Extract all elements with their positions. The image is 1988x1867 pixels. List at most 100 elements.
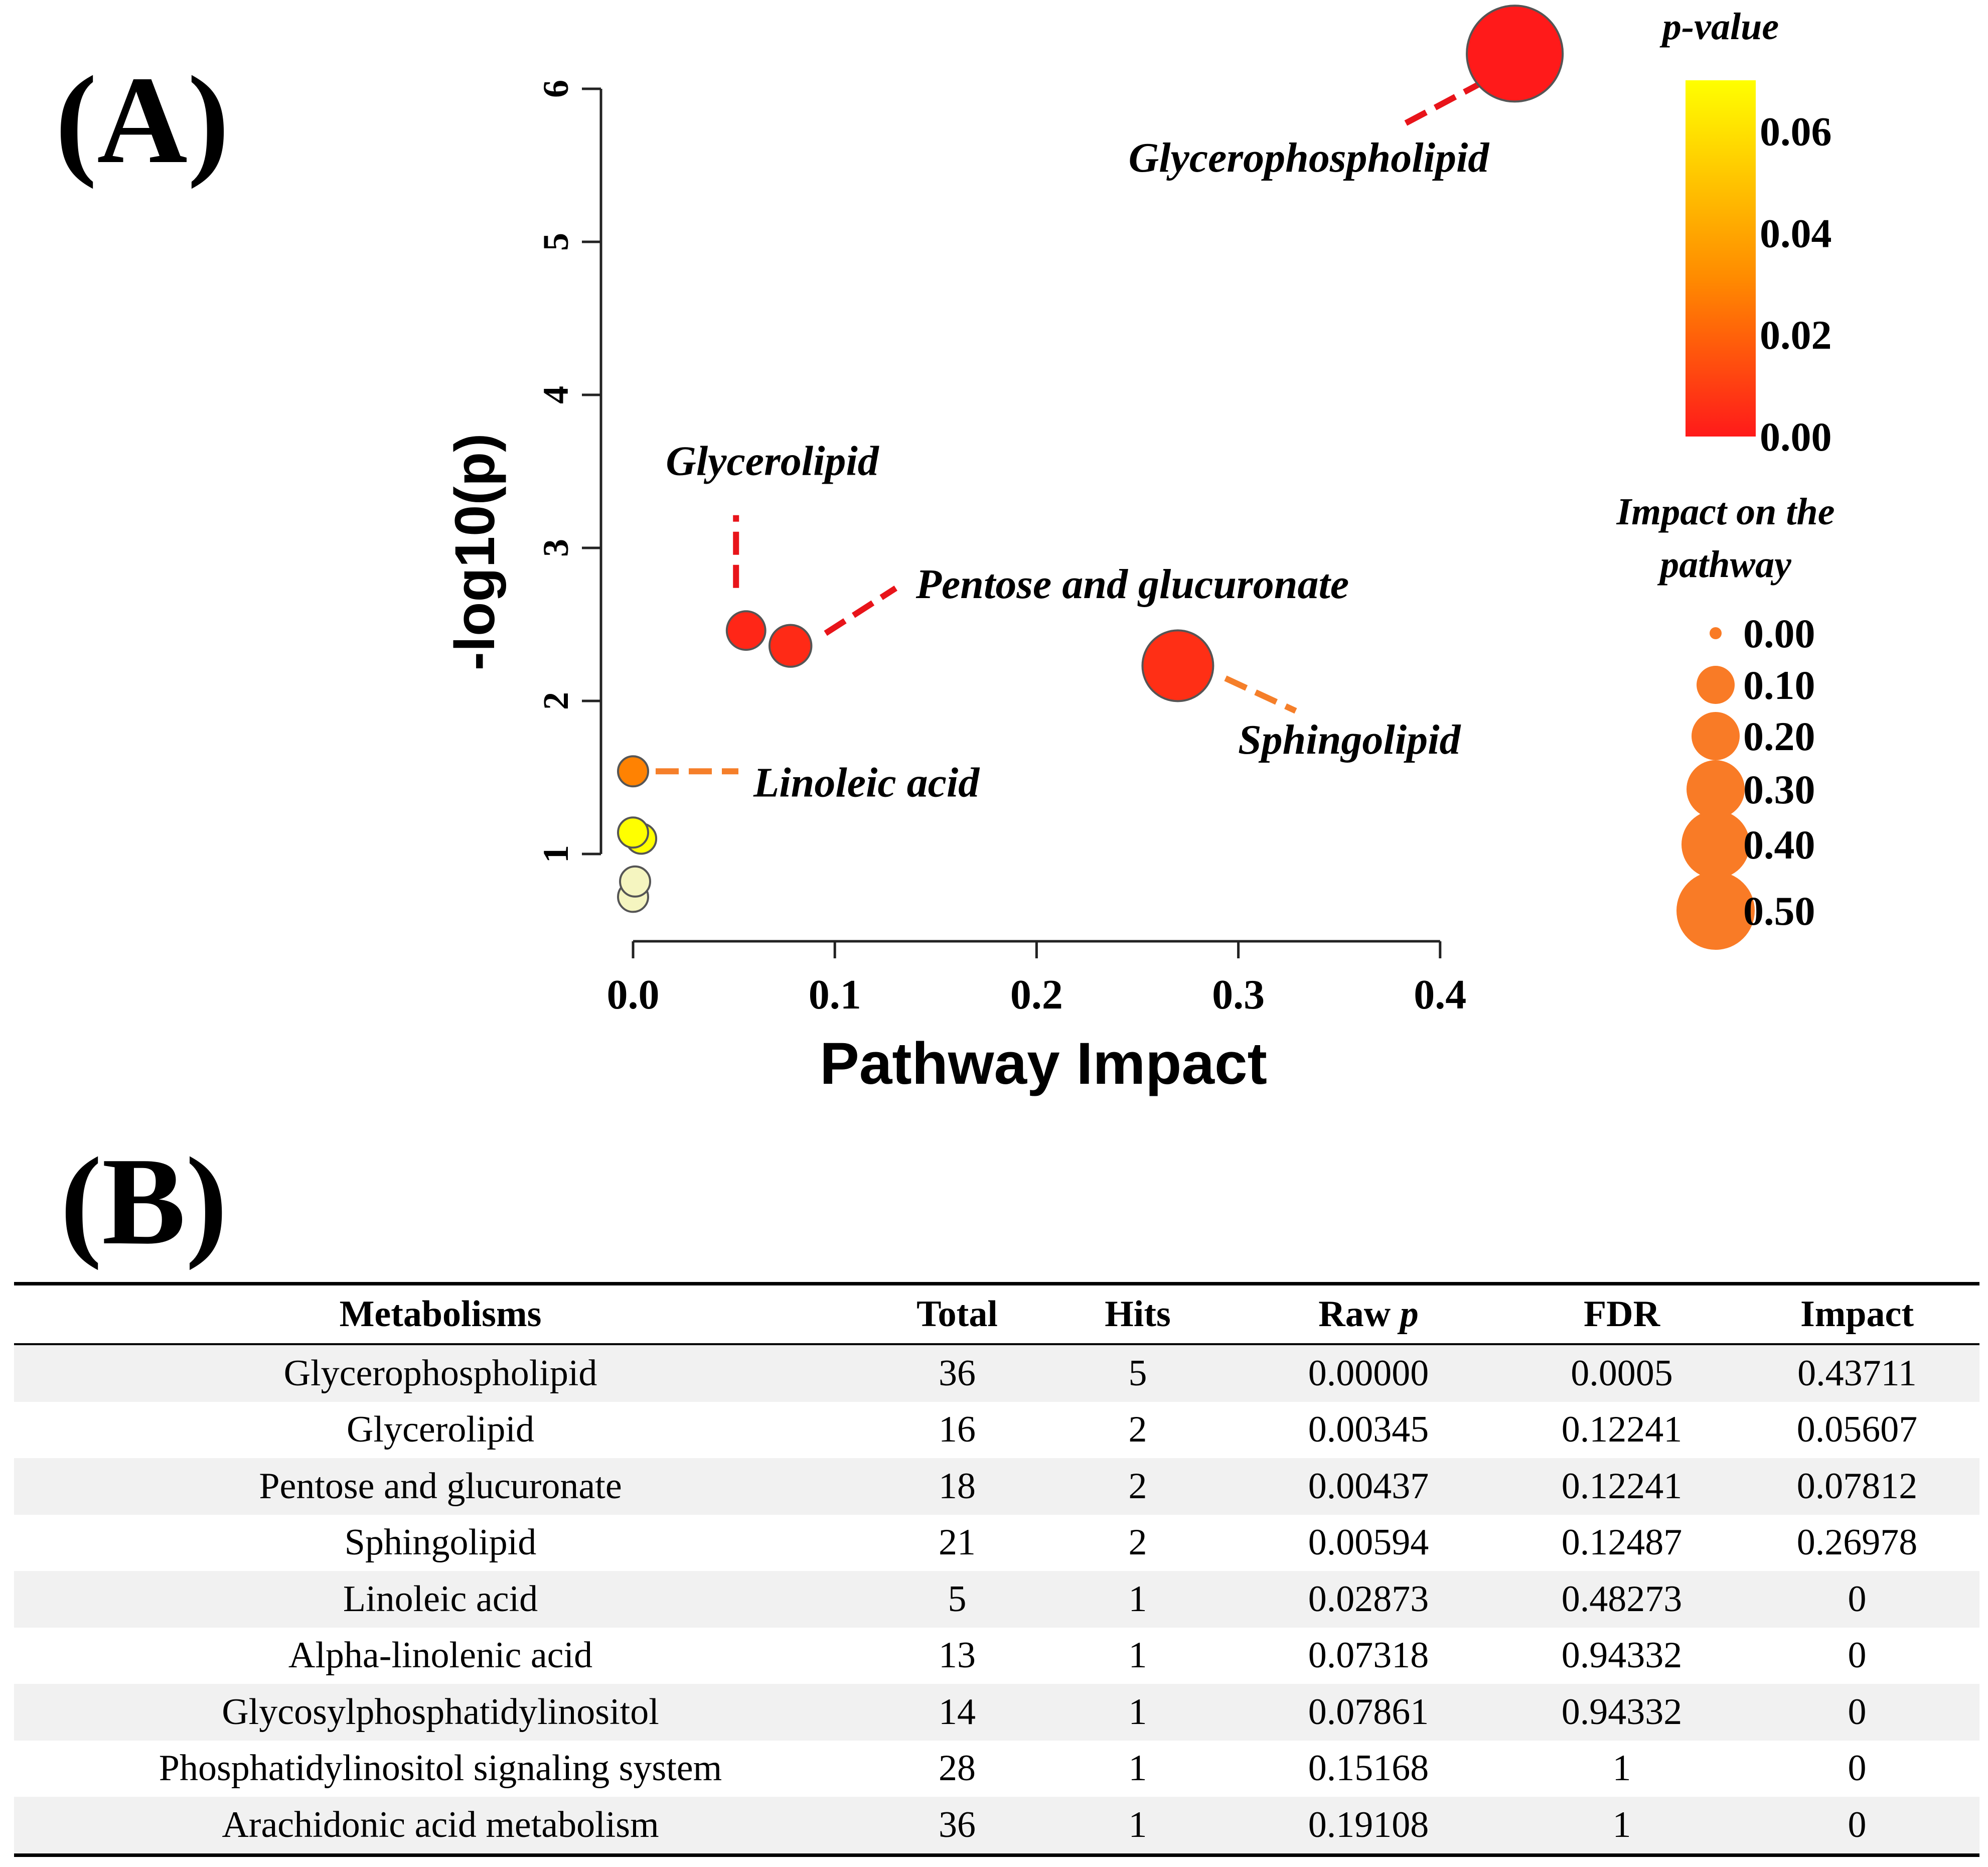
hits-cell: 2 <box>1047 1514 1228 1571</box>
point-label: Sphingolipid <box>1238 716 1462 763</box>
table-row: Arachidonic acid metabolism 36 1 0.19108 1 0 <box>14 1797 1979 1855</box>
bubble-point <box>768 624 813 668</box>
fdr-cell: 0.94332 <box>1509 1627 1735 1684</box>
impact-cell: 0.26978 <box>1735 1514 1979 1571</box>
y-tick-label: 3 <box>536 539 576 557</box>
size-legend-bubble <box>1681 810 1750 879</box>
raw-p-cell: 0.00000 <box>1228 1344 1509 1402</box>
x-tick-label: 0.3 <box>1212 971 1265 1018</box>
pathway-bubble-chart: 1 2 3 4 5 6 0.0 0.1 0.2 0.3 0.4 Pathway Impact -log1… <box>443 5 1835 1097</box>
hits-cell: 2 <box>1047 1401 1228 1458</box>
y-tick-label: 6 <box>536 80 576 98</box>
hits-cell: 1 <box>1047 1740 1228 1797</box>
size-legend-bubble <box>1697 666 1735 704</box>
size-legend-title: Impact on the <box>1616 491 1835 533</box>
annotation-connector <box>1403 78 1486 127</box>
fdr-cell: 0.12241 <box>1509 1458 1735 1515</box>
fdr-cell: 0.12487 <box>1509 1514 1735 1571</box>
point-label: Glycerophospholipid <box>1129 134 1490 181</box>
size-legend-label: 0.00 <box>1743 611 1815 656</box>
bubble-point <box>1141 629 1214 702</box>
size-legend-bubble <box>1710 627 1722 639</box>
bubble-point <box>617 816 649 849</box>
hits-cell: 5 <box>1047 1344 1228 1402</box>
chart-legend: p-value 0.06 0.04 0.02 0.00 Impact on the path… <box>1616 6 1835 950</box>
impact-cell: 0.07812 <box>1735 1458 1979 1515</box>
metabolism-name-cell: Phosphatidylinositol signaling system <box>14 1740 867 1797</box>
metabolism-name-cell: Glycerolipid <box>14 1401 867 1458</box>
size-legend-bubble <box>1692 712 1740 760</box>
raw-p-cell: 0.00594 <box>1228 1514 1509 1571</box>
fdr-cell: 0.48273 <box>1509 1571 1735 1628</box>
metabolism-name-cell: Pentose and glucuronate <box>14 1458 867 1515</box>
y-axis-title: -log10(p) <box>443 434 506 671</box>
table-body: Glycerophospholipid 36 5 0.00000 0.0005 0.437… <box>14 1344 1979 1855</box>
impact-cell: 0.43711 <box>1735 1344 1979 1402</box>
raw-p-cell: 0.00437 <box>1228 1458 1509 1515</box>
raw-p-cell: 0.19108 <box>1228 1797 1509 1855</box>
hits-cell: 1 <box>1047 1627 1228 1684</box>
point-label: Linoleic acid <box>753 759 980 806</box>
fdr-cell: 1 <box>1509 1740 1735 1797</box>
header-raw-text: Raw <box>1318 1294 1391 1335</box>
size-legend-label: 0.20 <box>1743 713 1815 759</box>
point-annotations: Glycerophospholipid Glycerolipid Pentose a… <box>666 134 1490 806</box>
raw-p-cell: 0.00345 <box>1228 1401 1509 1458</box>
size-legend-label: 0.10 <box>1743 662 1815 708</box>
color-legend-tick: 0.06 <box>1760 108 1832 154</box>
point-label: Pentose and glucuronate <box>915 561 1349 608</box>
chart-axes: 1 2 3 4 5 6 0.0 0.1 0.2 0.3 0.4 Pathway Impact -log1… <box>443 80 1466 1097</box>
size-legend-bubble <box>1687 760 1745 818</box>
panel-label-b: (B) <box>60 1132 228 1271</box>
color-legend-title: p-value <box>1659 6 1779 48</box>
bubble-point <box>619 865 652 898</box>
table-row: Glycosylphosphatidylinositol 14 1 0.07861 0.… <box>14 1684 1979 1741</box>
color-legend-tick: 0.00 <box>1760 414 1832 460</box>
bubble-point <box>1466 5 1564 103</box>
fdr-cell: 0.94332 <box>1509 1684 1735 1741</box>
size-legend-title: pathway <box>1657 543 1791 586</box>
impact-cell: 0 <box>1735 1627 1979 1684</box>
raw-p-cell: 0.15168 <box>1228 1740 1509 1797</box>
table-row: Glycerolipid 16 2 0.00345 0.12241 0.05607 <box>14 1401 1979 1458</box>
hits-cell: 1 <box>1047 1684 1228 1741</box>
y-tick-label: 5 <box>536 233 576 251</box>
table-row: Linoleic acid 5 1 0.02873 0.48273 0 <box>14 1571 1979 1628</box>
x-tick-label: 0.1 <box>809 971 861 1018</box>
annotation-connectors <box>656 78 1486 775</box>
size-legend-label: 0.30 <box>1743 767 1815 812</box>
raw-p-cell: 0.02873 <box>1228 1571 1509 1628</box>
total-cell: 13 <box>867 1627 1047 1684</box>
impact-cell: 0 <box>1735 1740 1979 1797</box>
x-tick-label: 0.4 <box>1414 971 1466 1018</box>
color-bar <box>1686 80 1756 437</box>
point-label: Glycerolipid <box>666 438 880 485</box>
total-cell: 18 <box>867 1458 1047 1515</box>
header-metabolisms: Metabolisms <box>14 1283 867 1345</box>
impact-cell: 0 <box>1735 1684 1979 1741</box>
metabolism-name-cell: Sphingolipid <box>14 1514 867 1571</box>
y-tick-label: 1 <box>536 845 576 863</box>
raw-p-cell: 0.07861 <box>1228 1684 1509 1741</box>
table-row: Sphingolipid 21 2 0.00594 0.12487 0.26978 <box>14 1514 1979 1571</box>
impact-cell: 0 <box>1735 1571 1979 1628</box>
annotation-connector <box>1224 675 1297 714</box>
header-hits: Hits <box>1047 1283 1228 1345</box>
y-tick-label: 2 <box>536 692 576 710</box>
metabolism-name-cell: Linoleic acid <box>14 1571 867 1628</box>
impact-cell: 0 <box>1735 1797 1979 1855</box>
fdr-cell: 0.12241 <box>1509 1401 1735 1458</box>
total-cell: 5 <box>867 1571 1047 1628</box>
metabolism-name-cell: Glycosylphosphatidylinositol <box>14 1684 867 1741</box>
fdr-cell: 1 <box>1509 1797 1735 1855</box>
total-cell: 36 <box>867 1344 1047 1402</box>
bubble-point <box>725 610 767 651</box>
table-row: Pentose and glucuronate 18 2 0.00437 0.12241… <box>14 1458 1979 1515</box>
header-fdr: FDR <box>1509 1283 1735 1345</box>
metabolism-name-cell: Alpha-linolenic acid <box>14 1627 867 1684</box>
hits-cell: 1 <box>1047 1571 1228 1628</box>
total-cell: 21 <box>867 1514 1047 1571</box>
x-tick-label: 0.2 <box>1010 971 1063 1018</box>
hits-cell: 2 <box>1047 1458 1228 1515</box>
raw-p-cell: 0.07318 <box>1228 1627 1509 1684</box>
